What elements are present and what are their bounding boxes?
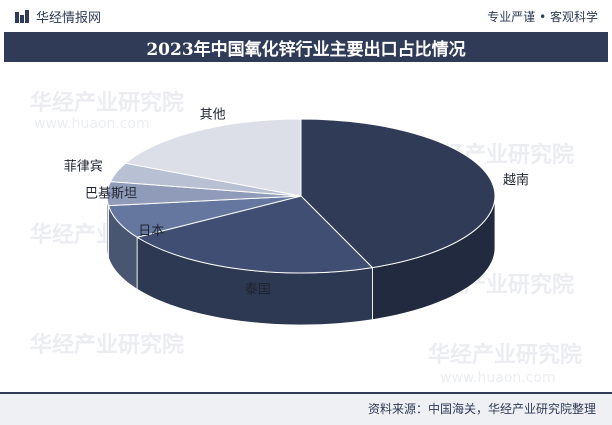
chart-title: 2023年中国氧化锌行业主要出口占比情况: [4, 32, 608, 62]
pie-label-2: 日本: [138, 224, 164, 239]
watermark-text-5: 华经产业研究院: [30, 332, 184, 358]
top-bar: 华经情报网 专业严谨 • 客观科学: [0, 0, 612, 32]
pie-label-4: 菲律宾: [64, 158, 103, 174]
pie-label-3: 巴基斯坦: [85, 187, 137, 202]
brand-name: 华经情报网: [36, 11, 102, 26]
pie-slice-1: [135, 195, 374, 274]
watermark-text-6: 华经产业研究院: [428, 342, 582, 368]
chart-area: 华经产业研究院 www.huaon.com 华经产业研究院 华经产业研究院 华经…: [0, 62, 612, 392]
pie-label-5: 其他: [200, 108, 226, 123]
watermark-url-2: www.huaon.com: [440, 370, 556, 386]
watermark-url-1: www.huaon.com: [34, 116, 150, 132]
pie-slice-0: [300, 118, 496, 269]
footer: 资料来源：中国海关，华经产业研究院整理: [0, 392, 612, 425]
slogan: 专业严谨 • 客观科学: [487, 10, 598, 24]
brand: 华经情报网: [14, 7, 101, 26]
source-note: 资料来源：中国海关，华经产业研究院整理: [367, 402, 596, 416]
pie-label-0: 越南: [503, 172, 529, 188]
pie-chart: 华经产业研究院 www.huaon.com 华经产业研究院 华经产业研究院 华经…: [30, 90, 582, 386]
watermark-text-1: 华经产业研究院: [30, 90, 184, 116]
pie-slice-5: [124, 118, 302, 197]
pie-label-1: 泰国: [245, 283, 271, 298]
brand-logo-icon: [15, 9, 29, 23]
